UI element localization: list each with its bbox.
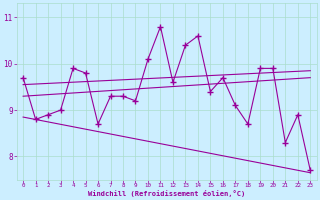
X-axis label: Windchill (Refroidissement éolien,°C): Windchill (Refroidissement éolien,°C) — [88, 190, 245, 197]
